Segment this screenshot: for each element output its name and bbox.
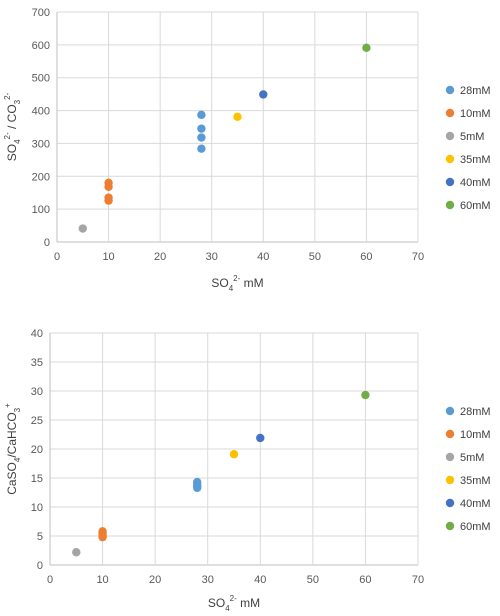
legend-label: 5mM	[460, 452, 484, 464]
legend-marker	[445, 521, 455, 531]
y-tick-label: 300	[32, 138, 50, 150]
legend-marker	[445, 406, 455, 416]
x-tick-label: 10	[102, 251, 114, 263]
data-point-35mM	[233, 112, 242, 122]
data-point-5mM	[78, 224, 87, 233]
legend-marker	[445, 475, 455, 485]
y-tick-label: 600	[32, 40, 50, 52]
x-tick-label: 40	[254, 574, 266, 586]
data-point-10mM	[104, 182, 113, 191]
data-point-60mM	[362, 43, 371, 53]
chart-2: 0 5 10 15 20 25 30 35 40 0 10 20 30 40 50 60 70 SO42- mM C…	[3, 328, 491, 613]
legend-label: 28mM	[460, 85, 491, 97]
x-tick-label: 0	[54, 251, 60, 263]
data-point-40mM	[259, 90, 268, 99]
y-tick-label: 10	[31, 502, 43, 514]
x-tick-label: 0	[47, 574, 53, 586]
legend-label: 10mM	[460, 429, 491, 441]
legend-label: 35mM	[460, 475, 491, 487]
data-point-28mM	[197, 110, 206, 120]
legend-marker	[445, 154, 455, 164]
x-tick-label: 50	[309, 251, 321, 263]
x-tick-label: 50	[307, 574, 319, 586]
y-tick-label: 0	[44, 237, 50, 249]
x-axis-title: SO42- mM	[208, 594, 260, 613]
data-point-60mM	[361, 390, 370, 400]
x-tick-label: 10	[96, 574, 108, 586]
legend-label: 10mM	[460, 108, 491, 120]
data-point-35mM	[229, 450, 239, 459]
legend-marker	[445, 131, 455, 141]
y-axis-title: SO42- / CO32-	[3, 92, 22, 161]
y-tick-label: 400	[32, 106, 50, 118]
x-tick-label: 20	[154, 251, 166, 263]
legend-label: 40mM	[460, 498, 491, 510]
legend-marker	[445, 177, 455, 187]
data-point-5mM	[72, 548, 81, 557]
legend-label: 40mM	[460, 177, 491, 189]
data-point-10mM	[98, 532, 107, 542]
y-tick-label: 700	[32, 7, 50, 19]
legend: 28mM 10mM 5mM 35mM 40mM 60mM	[445, 406, 491, 533]
y-axis-title: CaSO4/CaHCO3+	[3, 403, 22, 495]
x-axis-title: SO42- mM	[211, 274, 263, 293]
data-point-10mM	[104, 196, 113, 205]
legend-label: 5mM	[460, 131, 484, 143]
y-tick-label: 25	[31, 415, 43, 427]
legend-marker	[445, 429, 455, 439]
x-tick-label: 30	[206, 251, 218, 263]
y-tick-label: 0	[37, 560, 43, 572]
legend-label: 60mM	[460, 521, 491, 533]
x-tick-label: 40	[257, 251, 269, 263]
legend-label: 28mM	[460, 406, 491, 418]
data-point-28mM	[193, 483, 202, 493]
legend-marker	[445, 85, 455, 95]
x-tick-label: 60	[359, 574, 371, 586]
x-tick-label: 60	[360, 251, 372, 263]
y-tick-label: 40	[31, 328, 43, 340]
legend-marker	[445, 200, 455, 210]
x-tick-label: 20	[149, 574, 161, 586]
y-tick-label: 500	[32, 73, 50, 85]
legend-label: 60mM	[460, 200, 491, 212]
data-point-28mM	[197, 133, 206, 142]
data-point-28mM	[197, 124, 206, 133]
legend: 28mM 10mM 5mM 35mM 40mM 60mM	[445, 85, 491, 212]
chart-1: 0 100 200 300 400 500 600 700 0 10 20 30 40 50 60 70 SO4…	[3, 7, 491, 293]
x-tick-label: 30	[202, 574, 214, 586]
y-tick-label: 15	[31, 473, 43, 485]
y-tick-label: 20	[31, 444, 43, 456]
y-tick-label: 5	[37, 531, 43, 543]
legend-marker	[445, 452, 455, 462]
x-tick-label: 70	[412, 574, 424, 586]
data-point-28mM	[197, 144, 206, 153]
x-tick-label: 70	[412, 251, 424, 263]
y-tick-label: 200	[32, 171, 50, 183]
legend-marker	[445, 498, 455, 508]
y-tick-label: 30	[31, 386, 43, 398]
data-point-40mM	[256, 433, 265, 443]
legend-marker	[445, 108, 455, 118]
y-tick-label: 35	[31, 357, 43, 369]
legend-label: 35mM	[460, 154, 491, 166]
y-tick-label: 100	[32, 204, 50, 216]
